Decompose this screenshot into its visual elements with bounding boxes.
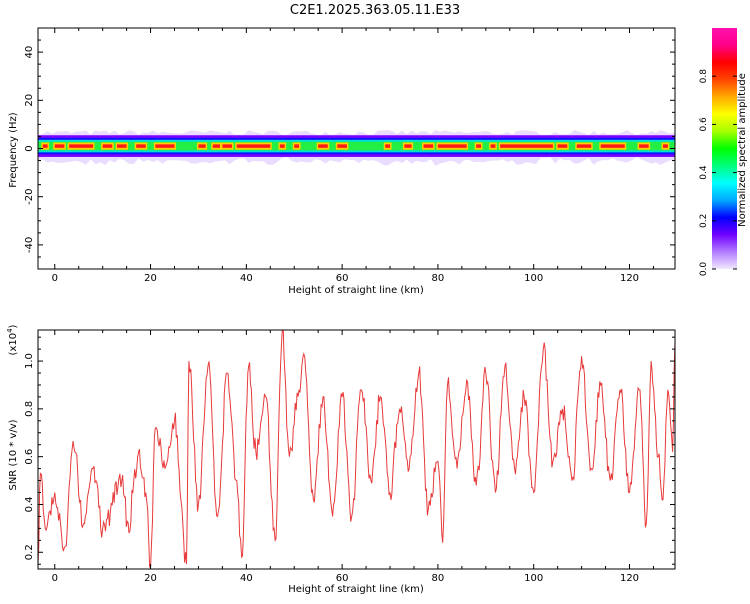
y-tick-label: -20 xyxy=(24,189,35,205)
colorbar-tick-label: 0.6 xyxy=(699,117,709,132)
x-tick-label: 100 xyxy=(524,573,543,584)
band-peak-core xyxy=(490,144,496,148)
band-peak-core xyxy=(54,144,65,148)
y-tick-label: 0.6 xyxy=(24,449,35,465)
y-tick-label: 0 xyxy=(24,145,35,151)
band-peak-core xyxy=(476,144,482,148)
x-tick-label: 120 xyxy=(620,573,639,584)
x-tick-label: 20 xyxy=(144,573,157,584)
colorbar-tick-label: 0.8 xyxy=(699,69,709,84)
band-peak-core xyxy=(212,144,220,148)
figure-title: C2E1.2025.363.05.11.E33 xyxy=(290,3,460,18)
x-tick-label: 40 xyxy=(240,573,253,584)
colorbar-label: Normalized spectral amplitude xyxy=(737,73,748,227)
band-peak-core xyxy=(337,144,347,148)
band-peak-core xyxy=(600,144,625,148)
band-peak-core xyxy=(155,144,175,148)
band-peak-core xyxy=(557,144,568,148)
colorbar-tick-label: 0.4 xyxy=(699,165,709,180)
snr-x-ticks: 0 20 40 60 80 100 120 xyxy=(52,330,654,584)
x-tick-label: 40 xyxy=(240,273,253,284)
snr-frame xyxy=(37,329,676,570)
colorbar: 0.0 0.2 0.4 0.6 0.8 Normalized spectral ampl… xyxy=(699,28,748,276)
band-peak-core xyxy=(423,144,434,148)
band-peak-core xyxy=(318,144,328,148)
band-peak-core xyxy=(236,144,271,148)
band-peak-core xyxy=(279,144,285,148)
band-peak-core xyxy=(102,144,113,148)
snr-x-label: Height of straight line (km) xyxy=(288,584,424,595)
x-tick-label: 20 xyxy=(144,273,157,284)
band-peak-core xyxy=(437,144,467,148)
band-peak-core xyxy=(117,144,127,148)
spectrogram-y-label: Frequency (Hz) xyxy=(8,112,19,188)
band-peak-core xyxy=(639,144,649,148)
y-tick-label: -40 xyxy=(24,237,35,253)
snr-y-multiplier: (x104) xyxy=(6,324,19,355)
x-tick-label: 60 xyxy=(336,573,349,584)
y-tick-label: 0.2 xyxy=(24,544,35,560)
colorbar-tick-label: 0.0 xyxy=(699,262,709,277)
band-peak-core xyxy=(663,144,668,148)
spectrogram-x-ticks: 0 20 40 60 80 100 120 xyxy=(52,28,654,284)
band-peak-core xyxy=(404,144,412,148)
x-tick-label: 0 xyxy=(52,273,58,284)
x-tick-label: 0 xyxy=(52,573,58,584)
colorbar-scale xyxy=(712,28,737,269)
snr-panel: 0 20 40 60 80 100 120 0.2 0.4 0.6 0.8 1.0 Height o… xyxy=(6,324,676,595)
spectrogram-panel: 0 20 40 60 80 100 120 -40 -20 0 20 40 Height of st… xyxy=(8,27,676,296)
band-peak-core xyxy=(500,144,553,148)
band-peak-core xyxy=(576,144,592,148)
band-peak-core xyxy=(198,144,206,148)
y-tick-label: 40 xyxy=(24,46,35,59)
x-tick-label: 80 xyxy=(432,273,445,284)
x-tick-label: 60 xyxy=(336,273,349,284)
x-tick-label: 120 xyxy=(620,273,639,284)
snr-y-ticks: 0.2 0.4 0.6 0.8 1.0 xyxy=(24,336,675,565)
x-tick-label: 100 xyxy=(524,273,543,284)
y-tick-label: 0.4 xyxy=(24,497,35,513)
band-peak-core xyxy=(222,144,232,148)
colorbar-ticks: 0.0 0.2 0.4 0.6 0.8 xyxy=(699,69,737,276)
band-peak-core xyxy=(69,144,94,148)
svg-text:(x104): (x104) xyxy=(6,324,19,355)
y-tick-label: 0.8 xyxy=(24,401,35,417)
x-tick-label: 80 xyxy=(432,573,445,584)
y-tick-label: 1.0 xyxy=(24,353,35,369)
spectrogram-x-label: Height of straight line (km) xyxy=(288,285,424,296)
y-tick-label: 20 xyxy=(24,94,35,107)
band-peak-core xyxy=(385,144,391,148)
band-peak-core xyxy=(42,144,48,148)
band-peak-core xyxy=(294,144,300,148)
spectrogram-y-ticks: -40 -20 0 20 40 xyxy=(24,27,675,270)
band-peak-core xyxy=(136,144,146,148)
snr-series-line xyxy=(38,330,675,568)
spectrogram-band xyxy=(38,130,675,166)
snr-y-label: SNR (10 * v/v) xyxy=(8,419,19,490)
colorbar-tick-label: 0.2 xyxy=(699,214,709,228)
band-green xyxy=(38,141,675,151)
